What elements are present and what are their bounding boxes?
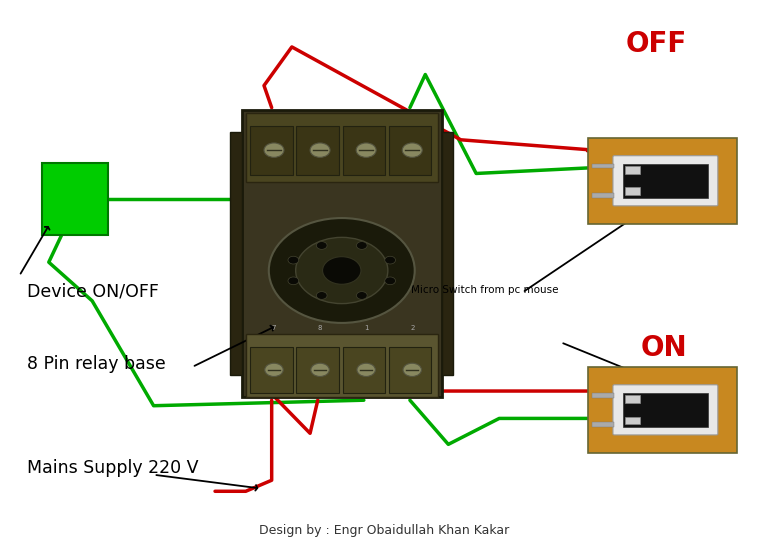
Bar (230, 132, 242, 375)
Text: 8: 8 (318, 325, 323, 331)
Bar (246, 113, 438, 182)
Text: 2: 2 (410, 325, 415, 331)
Circle shape (356, 242, 367, 250)
FancyBboxPatch shape (296, 347, 339, 393)
Circle shape (385, 277, 396, 285)
Text: Mains Supply 220 V: Mains Supply 220 V (27, 459, 198, 477)
Bar (588, 138, 737, 224)
Bar (623, 164, 708, 198)
Circle shape (385, 256, 396, 264)
Circle shape (316, 242, 327, 250)
Circle shape (288, 277, 299, 285)
Circle shape (316, 291, 327, 299)
Bar (624, 417, 640, 424)
FancyBboxPatch shape (296, 126, 339, 175)
Circle shape (269, 218, 415, 323)
Circle shape (264, 143, 284, 157)
Circle shape (323, 257, 361, 284)
Circle shape (311, 363, 329, 376)
Text: Device ON/OFF: Device ON/OFF (27, 283, 159, 301)
Bar (588, 367, 737, 453)
Bar (592, 193, 614, 198)
Circle shape (288, 256, 299, 264)
Text: 1: 1 (364, 325, 369, 331)
FancyBboxPatch shape (343, 126, 386, 175)
Bar (624, 395, 640, 403)
FancyBboxPatch shape (250, 126, 293, 175)
Text: OFF: OFF (626, 30, 687, 58)
Bar (42, 163, 108, 235)
Bar (442, 132, 453, 375)
Text: Micro Switch from pc mouse: Micro Switch from pc mouse (411, 285, 558, 295)
FancyBboxPatch shape (343, 347, 386, 393)
Bar (592, 393, 614, 397)
Bar (592, 164, 614, 168)
Circle shape (356, 143, 376, 157)
Circle shape (402, 143, 422, 157)
Text: 8 Pin relay base: 8 Pin relay base (27, 354, 166, 373)
Circle shape (296, 237, 388, 304)
Circle shape (403, 363, 422, 376)
FancyBboxPatch shape (250, 347, 293, 393)
Text: Design by : Engr Obaidullah Khan Kakar: Design by : Engr Obaidullah Khan Kakar (259, 523, 509, 537)
Bar (624, 188, 640, 195)
FancyBboxPatch shape (389, 347, 431, 393)
Text: ON: ON (641, 333, 687, 362)
Bar (242, 110, 442, 397)
Circle shape (310, 143, 330, 157)
FancyBboxPatch shape (613, 385, 718, 435)
Circle shape (265, 363, 283, 376)
Bar (592, 422, 614, 427)
Circle shape (356, 291, 367, 299)
Bar (623, 393, 708, 427)
Bar (624, 166, 640, 174)
Bar (246, 334, 438, 397)
FancyBboxPatch shape (389, 126, 431, 175)
Text: 7: 7 (272, 325, 276, 331)
FancyBboxPatch shape (613, 156, 718, 206)
Circle shape (357, 363, 376, 376)
